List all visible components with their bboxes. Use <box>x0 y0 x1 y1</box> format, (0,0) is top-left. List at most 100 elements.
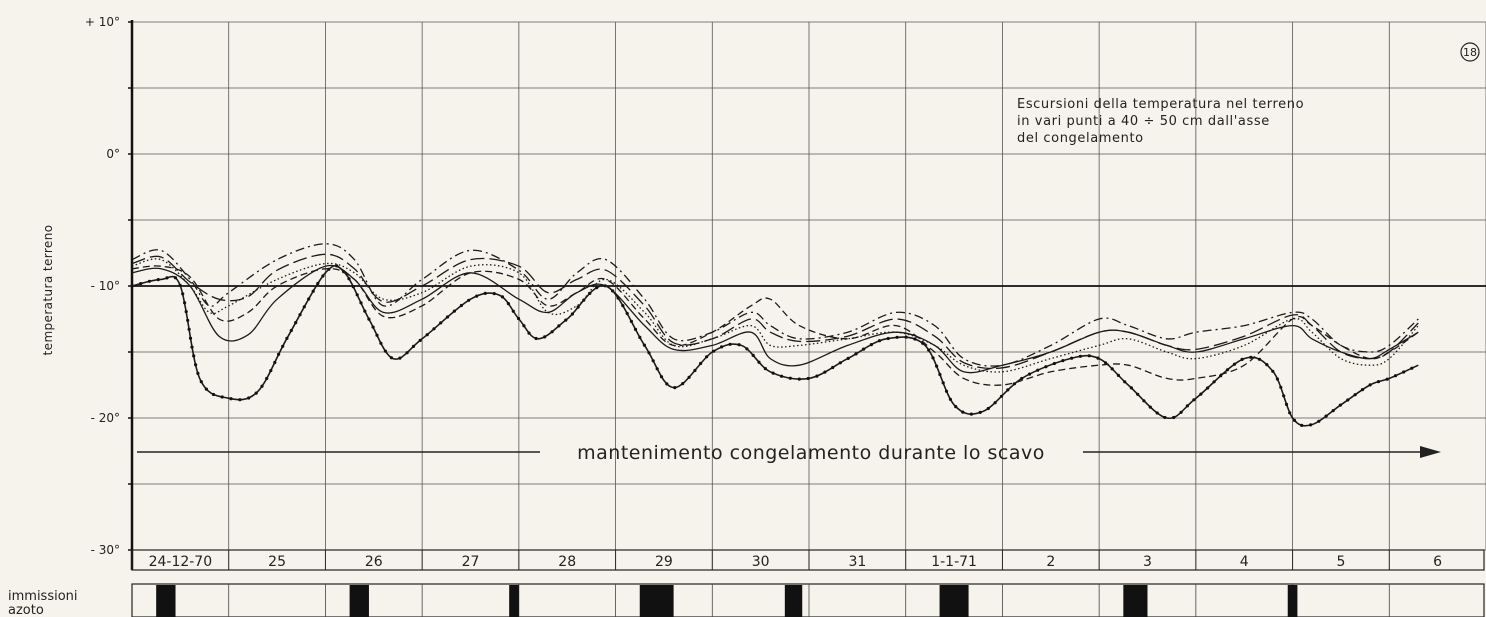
series-point <box>527 331 531 335</box>
series-point <box>621 304 625 308</box>
series-point <box>273 360 277 365</box>
series-point <box>961 410 965 414</box>
series-point <box>260 384 264 388</box>
series-point <box>935 364 939 368</box>
series-point <box>199 380 203 384</box>
series-point <box>254 391 258 395</box>
day-row-box <box>131 549 1485 571</box>
grid <box>128 20 1486 570</box>
series-point <box>665 382 669 386</box>
series-point <box>1052 361 1056 366</box>
maintenance-arrow-label: mantenimento congelamento durante lo sca… <box>577 442 1045 464</box>
series-point <box>771 371 775 375</box>
series-point <box>944 389 949 393</box>
series-point <box>184 310 188 314</box>
series-point <box>838 361 842 365</box>
series-line-dashed <box>131 265 1419 386</box>
series-point <box>269 369 273 373</box>
series-point <box>363 309 367 313</box>
series-line-solid <box>131 264 1419 374</box>
series-point <box>1376 380 1381 384</box>
series-point <box>886 336 890 341</box>
series-point <box>954 405 958 409</box>
y-tick-label: - 20° <box>91 411 120 425</box>
series-point <box>1070 356 1074 360</box>
series-point <box>629 319 634 323</box>
day-label: 31 <box>848 554 866 570</box>
series-point <box>720 345 724 349</box>
series-point <box>298 313 302 317</box>
series-point <box>557 324 561 328</box>
series-point <box>1163 415 1167 420</box>
series-point <box>500 295 505 299</box>
series-point <box>757 360 761 364</box>
series-point <box>1284 402 1289 406</box>
series-point <box>595 286 599 290</box>
series-point <box>156 278 160 282</box>
series-point <box>194 363 198 367</box>
series-point <box>737 343 741 347</box>
series-point <box>1324 414 1328 418</box>
arrow-head-icon <box>1420 446 1441 458</box>
figure-number-badge: 18 <box>1460 42 1480 62</box>
series-line-long-dash <box>131 253 1419 370</box>
series-point <box>405 351 409 355</box>
nitrogen-injection-strip <box>131 583 1485 617</box>
series-point <box>693 368 697 373</box>
series-point <box>651 359 655 363</box>
series-point <box>1249 355 1253 359</box>
series-point <box>492 292 496 296</box>
series-point <box>1265 363 1269 367</box>
series-point <box>751 353 755 357</box>
series-point <box>869 343 874 347</box>
series-point <box>978 410 982 414</box>
series-point <box>913 337 917 341</box>
y-axis-ticks: + 10° 0° - 10° - 20° - 30° <box>85 15 120 557</box>
series-point <box>1353 393 1357 397</box>
series-point <box>638 335 642 339</box>
series-point <box>475 294 479 298</box>
series-point <box>483 291 487 295</box>
nitrogen-label-line-1: immissioni <box>8 589 78 604</box>
series-point <box>351 285 355 289</box>
series-point <box>815 374 819 378</box>
series-point <box>1172 415 1176 420</box>
series-point <box>712 349 716 353</box>
series-point <box>238 398 242 402</box>
series-point <box>1385 377 1389 381</box>
series-point <box>1027 372 1032 376</box>
series-point <box>1006 388 1010 392</box>
series-point <box>1232 362 1237 366</box>
series-point <box>797 377 801 381</box>
nitrogen-block <box>349 585 369 617</box>
series-point <box>931 356 935 360</box>
series-point <box>181 292 185 296</box>
series-point <box>780 374 784 378</box>
series-point <box>1078 354 1082 358</box>
series-point <box>383 349 387 353</box>
day-label: 28 <box>558 554 576 570</box>
series-point <box>311 289 315 293</box>
nitrogen-block <box>639 585 674 617</box>
series-point <box>1148 405 1152 409</box>
nitrogen-label: immissioni azoto <box>8 589 78 617</box>
series-point <box>418 338 422 342</box>
series-point <box>139 282 143 286</box>
series-point <box>948 397 953 401</box>
series-point <box>699 361 703 366</box>
series-point <box>854 352 858 356</box>
series-point <box>196 371 200 375</box>
series-point <box>1036 368 1040 372</box>
series-point <box>229 397 233 401</box>
y-tick-label: + 10° <box>85 15 120 29</box>
series-point <box>728 342 732 346</box>
series-point <box>1292 418 1297 422</box>
day-label: 24-12-70 <box>149 554 213 570</box>
day-label: 1-1-71 <box>931 554 977 570</box>
nitrogen-block <box>509 585 519 617</box>
series-point <box>895 335 899 339</box>
series-point <box>1142 399 1146 403</box>
series-point <box>1275 377 1279 381</box>
series-point <box>425 333 429 337</box>
